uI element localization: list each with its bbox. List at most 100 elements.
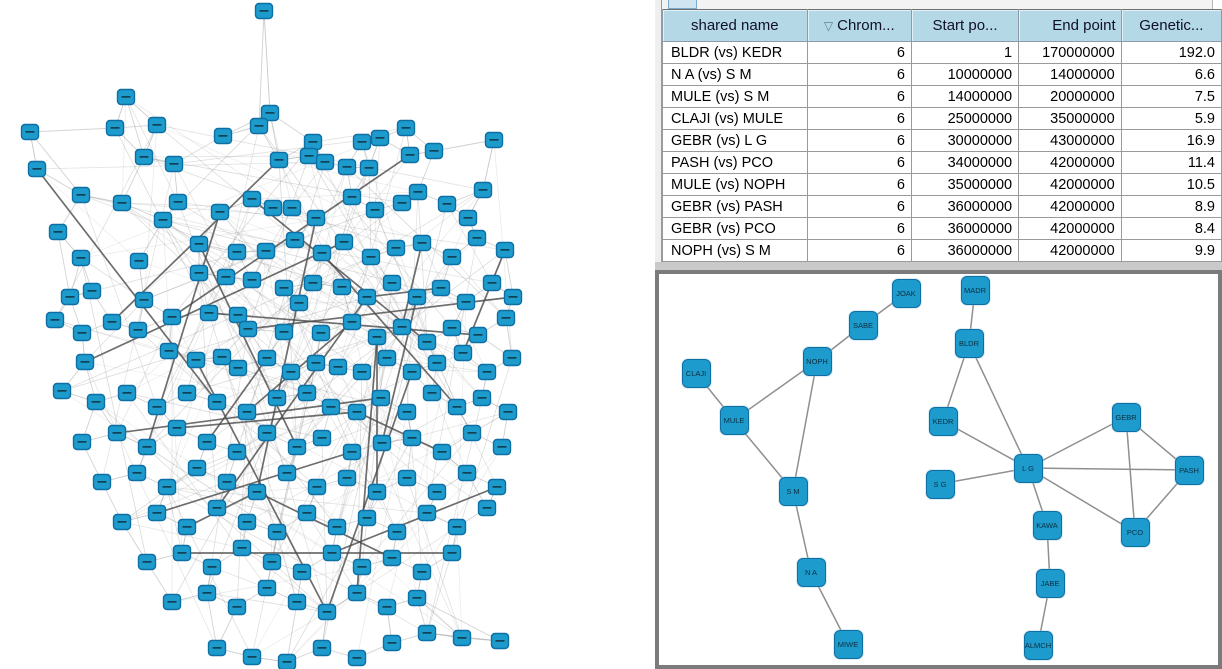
network-edge[interactable] [278, 159, 419, 193]
network-node-s-m[interactable]: S M [778, 476, 808, 506]
network-edge[interactable] [286, 601, 298, 663]
table-row[interactable]: CLAJI (vs) MULE 6 25000000 35000000 5.9 [662, 107, 1222, 130]
network-edge[interactable] [291, 207, 483, 399]
network-node-kedr[interactable]: KEDR [928, 406, 958, 436]
network-edge[interactable] [57, 231, 71, 298]
network-edge[interactable] [246, 166, 348, 413]
network-edge[interactable] [251, 611, 328, 658]
network-node-s-g[interactable]: S G [925, 469, 955, 499]
network-edge[interactable] [286, 472, 463, 639]
network-edge[interactable] [206, 357, 268, 443]
network-edge[interactable] [206, 371, 292, 594]
network-edge[interactable] [366, 203, 448, 519]
network-edge[interactable] [258, 10, 265, 127]
network-edge[interactable] [84, 241, 345, 363]
network-edge[interactable] [121, 202, 239, 316]
network-edge[interactable] [156, 276, 227, 408]
network-edge[interactable] [343, 241, 483, 399]
column-header-2[interactable]: Start po... [910, 9, 1020, 42]
network-edge[interactable] [266, 137, 381, 434]
network-edge[interactable] [247, 328, 438, 493]
table-row[interactable]: BLDR (vs) KEDR 6 1 170000000 192.0 [662, 41, 1222, 64]
network-edge[interactable] [166, 486, 183, 554]
network-edge[interactable] [426, 237, 478, 514]
network-node-miwe[interactable]: MIWE [833, 629, 863, 659]
table-row[interactable]: NOPH (vs) S M 6 36000000 42000000 9.9 [662, 239, 1222, 262]
table-row[interactable]: GEBR (vs) L G 6 30000000 43000000 16.9 [662, 129, 1222, 152]
network-edge[interactable] [84, 299, 145, 363]
network-edge[interactable] [116, 316, 173, 434]
network-edge[interactable] [216, 296, 368, 509]
network-edge[interactable] [265, 250, 488, 373]
network-edge[interactable] [337, 256, 372, 368]
network-edge[interactable] [247, 155, 310, 330]
network-edge[interactable] [1027, 467, 1136, 533]
network-edge[interactable] [482, 139, 495, 191]
network-edge[interactable] [265, 250, 298, 448]
table-tab[interactable] [668, 0, 697, 9]
network-edge[interactable] [138, 260, 438, 364]
network-edge[interactable] [156, 451, 353, 514]
network-edge[interactable] [61, 390, 278, 533]
network-edge[interactable] [308, 155, 383, 444]
network-edge[interactable] [221, 356, 303, 573]
network-edge[interactable] [380, 397, 418, 599]
network-edge[interactable] [406, 477, 463, 639]
network-edge[interactable] [356, 411, 408, 659]
table-row[interactable]: MULE (vs) S M 6 14000000 20000000 7.5 [662, 85, 1222, 108]
column-header-1[interactable]: ▽ Chrom... [806, 9, 912, 42]
network-edge[interactable] [177, 201, 506, 251]
network-edge[interactable] [251, 191, 419, 200]
network-edge[interactable] [968, 342, 1029, 469]
network-edge[interactable] [331, 486, 498, 554]
network-edge[interactable] [417, 191, 428, 343]
network-edge[interactable] [351, 196, 468, 474]
network-edge[interactable] [312, 141, 403, 328]
network-edge[interactable] [1027, 467, 1190, 471]
network-edge[interactable] [80, 194, 158, 408]
network-edge[interactable] [29, 127, 116, 133]
network-edge[interactable] [241, 250, 267, 549]
network-node-gebr[interactable]: GEBR [1111, 402, 1141, 432]
network-edge[interactable] [162, 219, 278, 399]
network-edge[interactable] [426, 357, 513, 634]
network-edge[interactable] [166, 486, 428, 514]
network-node-sabe[interactable]: SABE [848, 310, 878, 340]
network-edge[interactable] [54, 319, 170, 352]
network-edge[interactable] [173, 137, 381, 165]
network-edge[interactable] [416, 597, 501, 642]
network-edge[interactable] [84, 361, 358, 413]
detail-network-canvas[interactable]: JOAK MADR SABE NOPH BLDR CLAJI MULE KEDR GEBR S M… [659, 274, 1218, 665]
network-edge[interactable] [1125, 416, 1136, 533]
network-edge[interactable] [171, 141, 314, 318]
network-edge[interactable] [236, 411, 248, 608]
network-edge[interactable] [256, 491, 393, 559]
network-edge[interactable] [206, 592, 218, 649]
column-header-0[interactable]: shared name [662, 9, 808, 42]
network-edge[interactable] [401, 242, 423, 328]
network-node-noph[interactable]: NOPH [802, 346, 832, 376]
network-edge[interactable] [356, 336, 378, 594]
network-edge[interactable] [276, 531, 298, 603]
network-edge[interactable] [356, 411, 443, 453]
network-edge[interactable] [939, 467, 1029, 485]
network-edge[interactable] [251, 198, 428, 343]
network-node-kawa[interactable]: KAWA [1032, 510, 1062, 540]
network-node-mule[interactable]: MULE [719, 405, 749, 435]
network-node-jabe[interactable]: JABE [1035, 568, 1065, 598]
network-edge[interactable] [256, 477, 408, 493]
column-header-3[interactable]: End point [1018, 9, 1122, 42]
overview-network-panel[interactable] [0, 0, 655, 669]
network-edge[interactable] [451, 256, 507, 319]
network-node-joak[interactable]: JOAK [891, 278, 921, 308]
network-edge[interactable] [1027, 416, 1127, 469]
network-edge[interactable] [36, 168, 140, 262]
network-edge[interactable] [266, 189, 484, 359]
table-row[interactable]: MULE (vs) NOPH 6 35000000 42000000 10.5 [662, 173, 1222, 196]
network-edge[interactable] [125, 96, 179, 203]
network-edge[interactable] [336, 217, 469, 528]
network-edge[interactable] [237, 314, 328, 613]
network-edge[interactable] [421, 242, 488, 373]
network-node-almch[interactable]: ALMCH [1023, 630, 1053, 660]
network-edge[interactable] [433, 139, 495, 152]
